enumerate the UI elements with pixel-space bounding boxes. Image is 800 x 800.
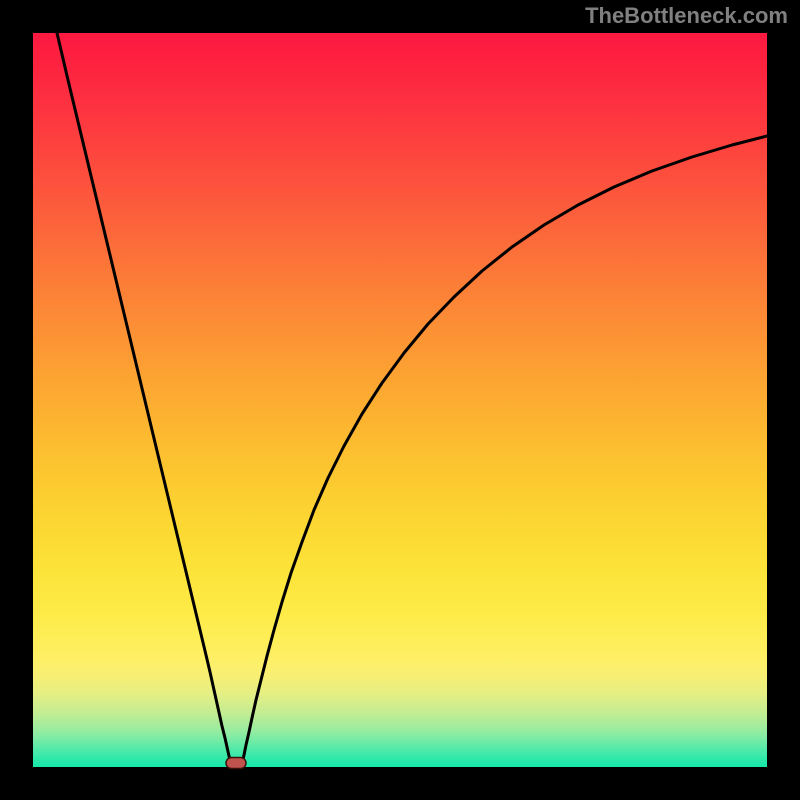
chart-container: TheBottleneck.com bbox=[0, 0, 800, 800]
watermark-text: TheBottleneck.com bbox=[585, 3, 788, 29]
minimum-marker bbox=[226, 758, 246, 769]
plot-area bbox=[33, 33, 767, 767]
chart-svg bbox=[0, 0, 800, 800]
